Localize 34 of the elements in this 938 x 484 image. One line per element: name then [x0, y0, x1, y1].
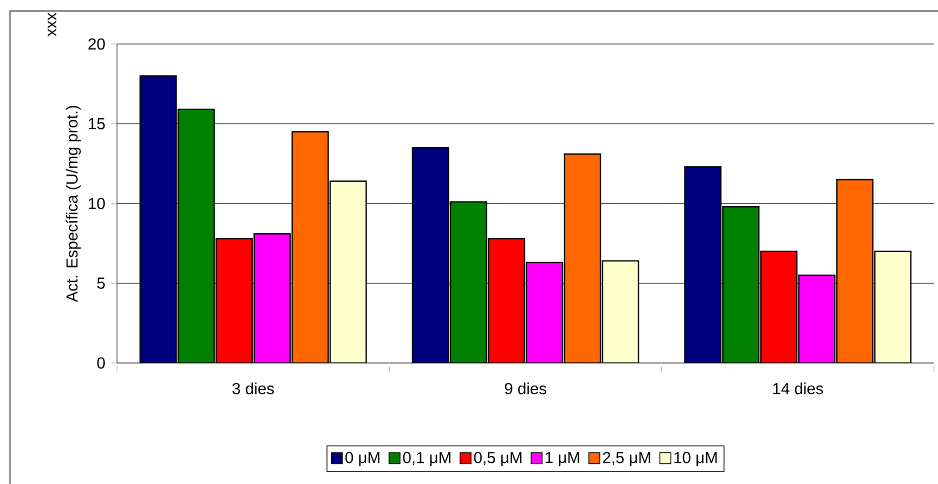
- bar: [488, 238, 526, 363]
- bar: [760, 250, 798, 363]
- y-tick-label: 5: [97, 278, 105, 289]
- bar: [836, 178, 874, 363]
- bar: [684, 166, 722, 363]
- y-tick-label: 0: [97, 357, 105, 369]
- x-tick-label: 9 dies: [504, 382, 546, 394]
- bar: [602, 260, 640, 363]
- y-tick-label: 15: [88, 118, 105, 130]
- bar: [450, 201, 488, 363]
- bar: [564, 153, 602, 363]
- bar: [254, 233, 291, 363]
- bar: [874, 250, 912, 363]
- legend-label: 10 μM: [674, 452, 717, 466]
- bar: [178, 108, 215, 363]
- bar: [722, 206, 760, 363]
- bar: [330, 180, 367, 363]
- x-tick-label: 3 dies: [232, 382, 274, 394]
- bar: [140, 75, 177, 363]
- legend-label: 2,5 μM: [603, 452, 650, 466]
- bar: [412, 147, 450, 363]
- y-axis-title: Act. Específica (U/mg prot.): [66, 106, 81, 302]
- bar: [292, 131, 329, 363]
- text: xxx: [48, 12, 56, 36]
- bar: [216, 238, 253, 363]
- legend-label: 1 μM: [546, 452, 580, 466]
- x-tick-label: 14 dies: [773, 382, 824, 394]
- legend-label: 0 μM: [345, 452, 380, 466]
- legend-label: 0,1 μM: [403, 452, 450, 466]
- y-tick-label: 20: [88, 38, 105, 50]
- bar: [798, 274, 836, 363]
- bar: [526, 262, 564, 363]
- legend-label: 0,5 μM: [474, 452, 522, 466]
- y-tick-label: 10: [88, 198, 105, 210]
